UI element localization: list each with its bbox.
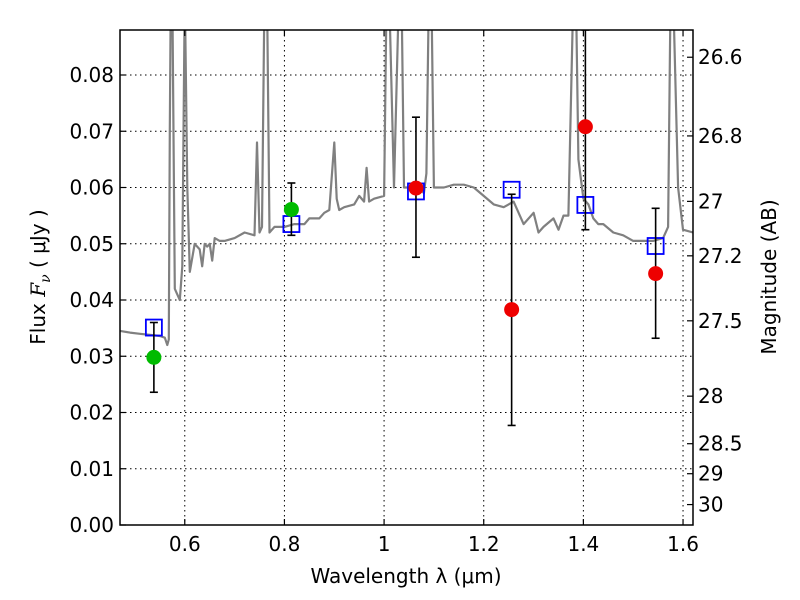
y-axis-title-subscript: ν [38, 274, 54, 283]
magnitude-tick-label: 29 [698, 462, 723, 486]
y2-axis-title: Magnitude (AB) [757, 199, 781, 354]
photometry-point [283, 201, 299, 217]
photometry-point [577, 119, 593, 135]
x-tick-label: 0.8 [269, 532, 301, 556]
x-tick-label: 1.2 [468, 532, 500, 556]
y-tick-label: 0.02 [69, 401, 114, 425]
y-axis-title-suffix: ( μJy ) [26, 209, 50, 274]
y-tick-label: 0.01 [69, 457, 114, 481]
grid [120, 30, 693, 526]
y-axis-title: Flux Fν ( μJy ) [26, 209, 54, 344]
x-tick-label: 1.6 [667, 532, 699, 556]
y-axis-title-symbol: F [26, 282, 50, 298]
magnitude-tick-label: 26.8 [698, 124, 743, 148]
x-axis-title: Wavelength λ (μm) [310, 564, 501, 588]
magnitude-tick-label: 26.6 [698, 45, 743, 69]
x-tick-label: 1.4 [567, 532, 599, 556]
y-axis-title-prefix: Flux [26, 297, 50, 345]
y-tick-label: 0.05 [69, 232, 114, 256]
magnitude-tick-label: 27.5 [698, 309, 743, 333]
magnitude-tick-label: 28.5 [698, 432, 743, 456]
photometry-point [146, 349, 162, 365]
y-tick-label: 0.07 [69, 119, 114, 143]
axes: 0.6 0.8 1 1.2 1.4 1.6 0.00 0.01 0.02 0.03 0.04 0.05… [69, 30, 743, 556]
y-tick-label: 0.03 [69, 344, 114, 368]
photometry-point [648, 266, 664, 282]
magnitude-tick-label: 28 [698, 384, 723, 408]
x-tick-label: 1 [378, 532, 391, 556]
y-tick-label: 0.04 [69, 288, 114, 312]
spectrum-line [120, 30, 693, 347]
y-tick-label: 0.06 [69, 176, 114, 200]
magnitude-tick-label: 30 [698, 493, 723, 517]
magnitude-tick-label: 27.2 [698, 244, 743, 268]
photometry-point [504, 302, 520, 318]
y-tick-label: 0.08 [69, 63, 114, 87]
plot-frame [119, 29, 694, 526]
y-tick-label: 0.00 [69, 513, 114, 537]
x-tick-label: 0.6 [169, 532, 201, 556]
magnitude-tick-label: 27 [698, 189, 723, 213]
photometry-point [408, 180, 424, 196]
plot-area [120, 30, 693, 427]
